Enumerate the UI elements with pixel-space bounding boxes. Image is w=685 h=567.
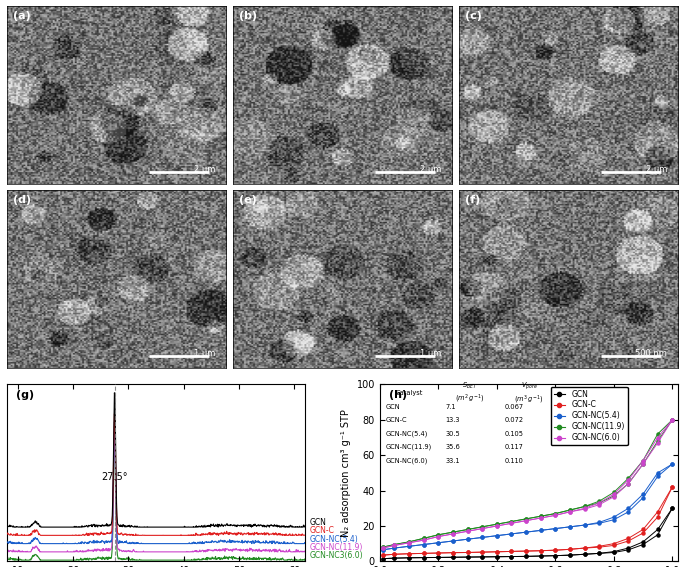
Text: (g): (g) — [16, 390, 34, 400]
Legend: GCN, GCN-C, GCN-NC(5.4), GCN-NC(11.9), GCN-NC(6.0): GCN, GCN-C, GCN-NC(5.4), GCN-NC(11.9), G… — [551, 387, 627, 445]
Y-axis label: N₂ adsorption cm³ g⁻¹ STP: N₂ adsorption cm³ g⁻¹ STP — [341, 409, 351, 537]
Text: (h): (h) — [389, 390, 407, 400]
Text: (e): (e) — [239, 195, 257, 205]
Text: GCN-NC(5.4): GCN-NC(5.4) — [310, 535, 358, 544]
Text: 2 μm: 2 μm — [194, 164, 215, 174]
Text: GCN-NC3(6.0): GCN-NC3(6.0) — [310, 551, 363, 560]
Text: GCN-C: GCN-C — [310, 527, 334, 535]
Text: (f): (f) — [465, 195, 481, 205]
Text: (a): (a) — [14, 11, 32, 21]
Text: 2 μm: 2 μm — [646, 164, 667, 174]
Text: 2 μm: 2 μm — [420, 164, 441, 174]
Text: GCN-NC(11.9): GCN-NC(11.9) — [310, 543, 363, 552]
Text: (b): (b) — [239, 11, 258, 21]
Text: 27.5°: 27.5° — [101, 472, 128, 482]
Text: (c): (c) — [465, 11, 482, 21]
Text: GCN: GCN — [310, 518, 327, 527]
Y-axis label: Relative intensity (a.u.): Relative intensity (a.u.) — [0, 416, 1, 530]
Text: 1 μm: 1 μm — [194, 349, 215, 358]
Text: (d): (d) — [14, 195, 32, 205]
Text: 500 nm: 500 nm — [635, 349, 667, 358]
Text: 1 μm: 1 μm — [420, 349, 441, 358]
